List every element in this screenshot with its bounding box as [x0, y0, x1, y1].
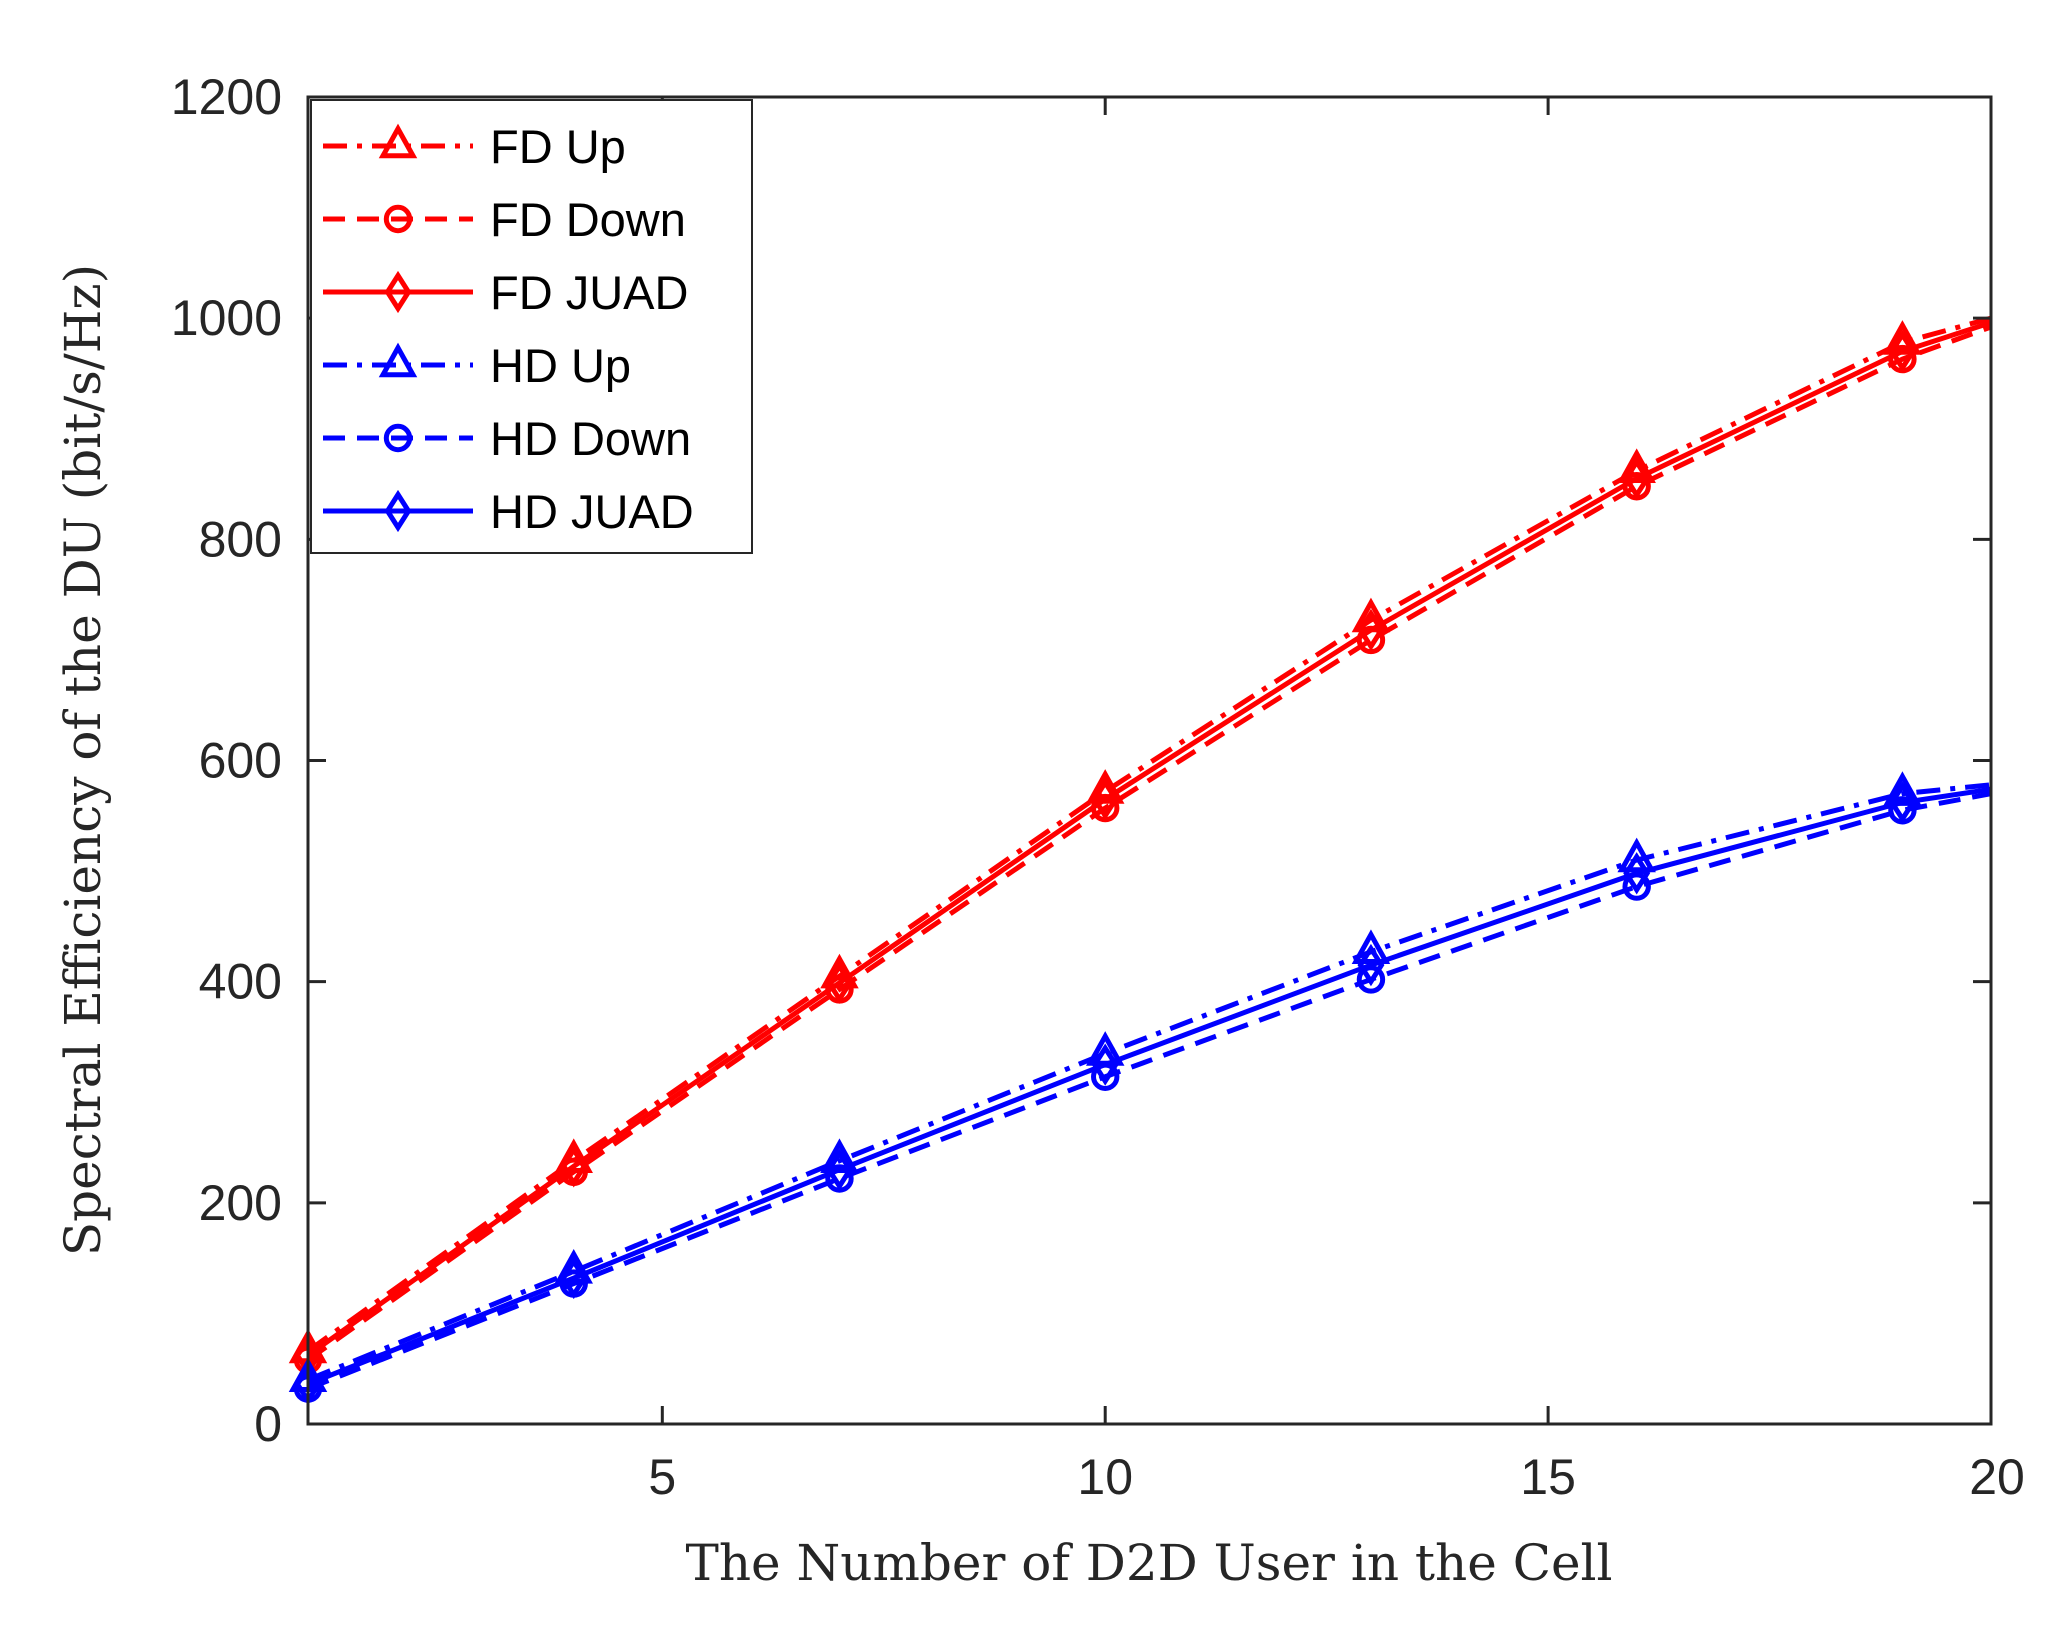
data-point-hd-juad — [826, 1148, 853, 1191]
data-point-fd-juad — [560, 1145, 588, 1188]
series-line-fd-up — [306, 315, 1992, 1354]
legend-marker-fd-down — [383, 204, 413, 234]
data-point-hd-juad — [1091, 1043, 1119, 1086]
data-point-hd-juad — [1357, 943, 1385, 987]
data-point-hd-juad — [1623, 852, 1651, 895]
x-tick-label: 10 — [1077, 1449, 1133, 1505]
legend-label-fd-down: FD Down — [490, 193, 686, 246]
data-point-hd-down — [1356, 965, 1386, 994]
series-line-fd-down — [306, 324, 1992, 1362]
data-point-hd-up — [1617, 837, 1656, 873]
data-point-fd-juad — [1623, 457, 1651, 500]
data-point-fd-juad — [826, 961, 853, 1004]
data-point-fd-juad — [1888, 330, 1916, 373]
data-point-fd-juad — [1091, 778, 1119, 821]
x-tick-label: 20 — [1969, 1449, 2025, 1505]
y-tick-label: 1000 — [171, 290, 282, 346]
legend-marker-hd-down — [383, 423, 413, 453]
legend-marker-fd-juad — [384, 270, 412, 314]
legend: FD Up FD Down FD JUAD HD Up HD Down HD JUAD — [310, 99, 753, 554]
legend-label-hd-down: HD Down — [490, 412, 691, 465]
x-axis-label: The Number of D2D User in the Cell — [685, 1534, 1612, 1592]
y-tick-label: 800 — [199, 511, 282, 567]
y-axis-label: Spectral Efficiency of the DU (bit/s/Hz) — [54, 264, 112, 1256]
legend-label-hd-up: HD Up — [490, 339, 631, 392]
data-point-hd-juad — [1888, 781, 1916, 824]
legend-marker-hd-juad — [384, 489, 412, 533]
y-tick-label: 1200 — [171, 69, 282, 125]
legend-label-fd-up: FD Up — [490, 120, 626, 173]
data-point-fd-up — [820, 953, 859, 989]
data-point-hd-up — [1351, 929, 1391, 965]
legend-label-hd-juad: HD JUAD — [490, 485, 694, 538]
y-tick-label: 600 — [199, 733, 282, 789]
series-line-fd-juad — [306, 320, 1992, 1358]
y-tick-label: 0 — [254, 1396, 282, 1452]
legend-marker-hd-up — [378, 342, 418, 378]
series-line-hd-down — [307, 791, 1992, 1391]
x-tick-label: 15 — [1520, 1449, 1576, 1505]
series-line-hd-up — [307, 782, 1992, 1383]
legend-box — [310, 99, 753, 554]
plot-marks — [288, 315, 1992, 1406]
x-tick-label: 5 — [648, 1449, 676, 1505]
data-point-hd-juad — [560, 1256, 588, 1300]
y-tick-label: 400 — [199, 954, 282, 1010]
legend-label-fd-juad: FD JUAD — [490, 266, 688, 319]
data-point-fd-juad — [1357, 608, 1385, 652]
series-line-hd-juad — [307, 786, 1992, 1387]
legend-marker-fd-up — [378, 123, 418, 159]
y-tick-label: 200 — [199, 1175, 282, 1231]
